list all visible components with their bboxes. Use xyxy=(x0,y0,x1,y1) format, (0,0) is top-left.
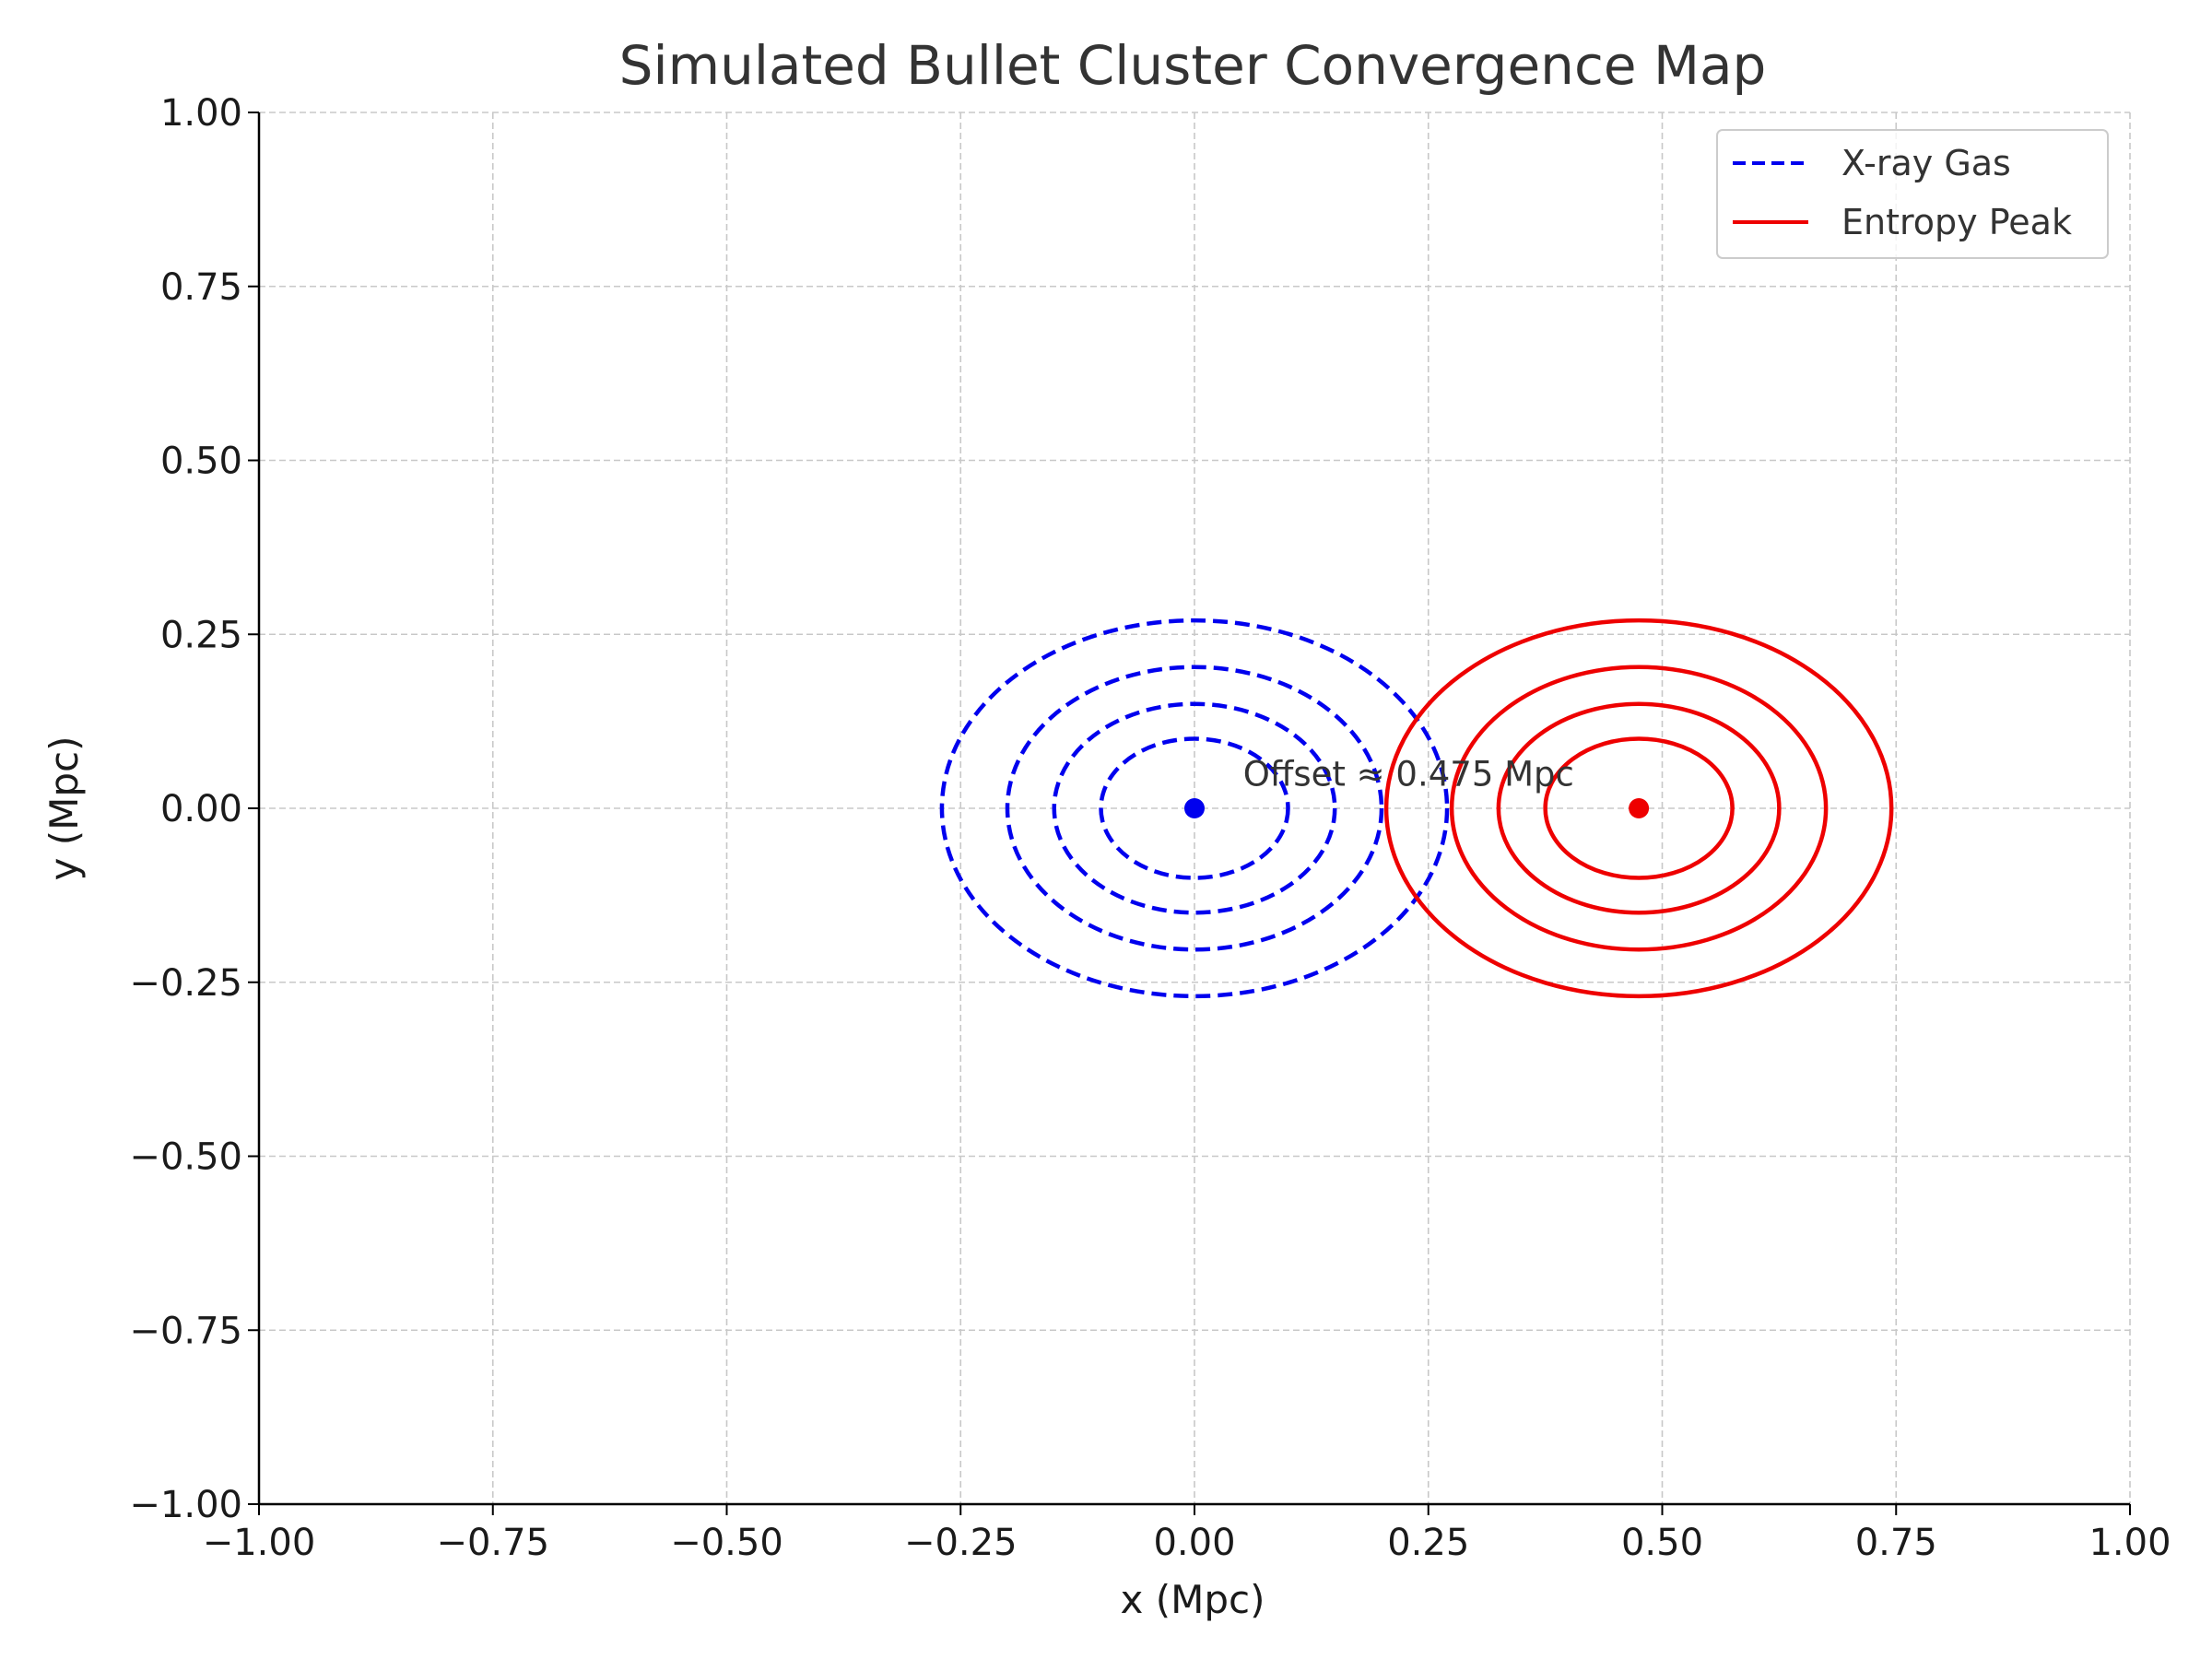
x-tick-label-7: 0.75 xyxy=(1855,1522,1937,1564)
center-point-x-ray-gas xyxy=(1184,798,1205,818)
contour-x-ray-gas-1 xyxy=(1052,701,1337,915)
y-tick-label-7: 0.75 xyxy=(160,266,242,309)
x-tick-label-4: 0.00 xyxy=(1153,1522,1235,1564)
x-tick-label-3: −0.25 xyxy=(904,1522,1018,1564)
y-tick-label-5: 0.25 xyxy=(160,614,242,656)
center-point-entropy-peak xyxy=(1629,798,1650,818)
legend-label-entropy-peak: Entropy Peak xyxy=(1841,202,2072,242)
x-tick-label-8: 1.00 xyxy=(2088,1522,2171,1564)
legend-label-xray-gas: X-ray Gas xyxy=(1841,143,2011,183)
x-tick-label-5: 0.25 xyxy=(1387,1522,1469,1564)
y-tick-label-6: 0.50 xyxy=(160,441,242,483)
y-tick-label-3: −0.25 xyxy=(129,962,242,1005)
y-tick-label-1: −0.75 xyxy=(129,1310,242,1352)
contour-entropy-peak-1 xyxy=(1496,701,1782,915)
x-axis-label: x (Mpc) xyxy=(1121,1577,1265,1622)
contour-entropy-peak-0 xyxy=(1543,736,1735,880)
x-tick-label-0: −1.00 xyxy=(203,1522,316,1564)
y-tick-label-0: −1.00 xyxy=(129,1484,242,1526)
plot-area xyxy=(939,618,1894,999)
y-tick-label-4: 0.00 xyxy=(160,788,242,830)
contour-x-ray-gas-3 xyxy=(939,618,1450,999)
y-tick-label-2: −0.50 xyxy=(129,1136,242,1179)
contour-entropy-peak-2 xyxy=(1449,665,1829,952)
x-tick-label-2: −0.50 xyxy=(670,1522,783,1564)
x-tick-label-1: −0.75 xyxy=(436,1522,549,1564)
legend: X-ray Gas Entropy Peak xyxy=(1716,129,2109,259)
contour-x-ray-gas-0 xyxy=(1099,736,1290,880)
offset-annotation: Offset ≈ 0.475 Mpc xyxy=(1243,754,1574,794)
chart-title: Simulated Bullet Cluster Convergence Map xyxy=(619,34,1767,97)
contour-entropy-peak-3 xyxy=(1383,618,1894,999)
legend-box xyxy=(1716,129,2109,259)
x-tick-label-6: 0.50 xyxy=(1621,1522,1703,1564)
y-axis-label: y (Mpc) xyxy=(41,736,87,881)
y-tick-label-8: 1.00 xyxy=(160,92,242,135)
ticks: −1.00 −0.75 −0.50 −0.25 0.00 0.25 0.50 0.75 1.00… xyxy=(129,92,2171,1564)
contour-x-ray-gas-2 xyxy=(1005,665,1384,952)
